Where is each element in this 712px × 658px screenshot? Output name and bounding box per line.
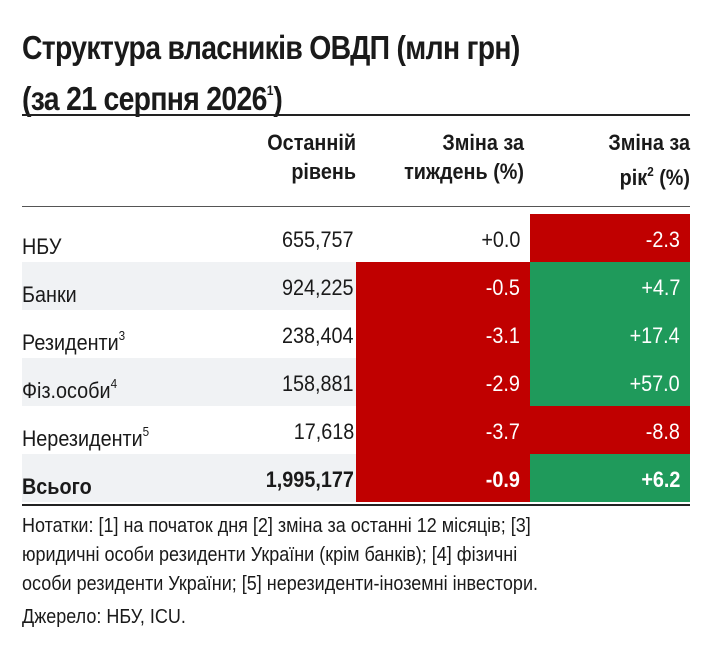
row-label: Резиденти3	[22, 328, 126, 355]
row-level: 158,881	[282, 371, 354, 396]
row-year-change: +17.4	[530, 310, 690, 358]
top-rule	[22, 114, 690, 116]
row-year-change: -8.8	[530, 406, 690, 454]
row-level: 238,404	[282, 323, 354, 348]
row-label: НБУ	[22, 234, 62, 259]
row-week-change: -3.7	[356, 406, 530, 454]
row-level: 655,757	[282, 227, 354, 252]
row-week-change: +0.0	[480, 227, 520, 252]
row-week-change: -3.1	[356, 310, 530, 358]
header-year-change: Зміна за рік2 (%)	[608, 130, 690, 190]
row-year-change: -2.3	[530, 214, 690, 262]
table-row: Нерезиденти5 17,618 -3.7 -8.8	[22, 406, 690, 454]
title-line-2: (за 21 серпня 20261)	[22, 80, 283, 117]
table-row: НБУ 655,757 +0.0 -2.3	[22, 214, 690, 262]
row-level: 924,225	[282, 275, 354, 300]
row-label: Всього	[22, 474, 92, 499]
header-week-change: Зміна за тиждень (%)	[404, 130, 524, 184]
row-week-change: -2.9	[356, 358, 530, 406]
row-label: Нерезиденти5	[22, 424, 150, 451]
table-row: Банки 924,225 -0.5 +4.7	[22, 262, 690, 310]
row-year-change: +57.0	[530, 358, 690, 406]
row-label: Фіз.особи4	[22, 376, 118, 403]
title-line-1: Структура власників ОВДП (млн грн)	[22, 29, 520, 66]
table-row: Резиденти3 238,404 -3.1 +17.4	[22, 310, 690, 358]
row-level: 1,995,177	[265, 467, 354, 492]
title-footnote-ref: 1	[266, 82, 274, 98]
header-rule	[22, 206, 690, 207]
row-week-change: -0.5	[356, 262, 530, 310]
table-row: Фіз.особи4 158,881 -2.9 +57.0	[22, 358, 690, 406]
source-note: Джерело: НБУ, ICU.	[22, 606, 186, 628]
row-year-change: +4.7	[530, 262, 690, 310]
row-level: 17,618	[293, 419, 354, 444]
row-year-change: +6.2	[530, 454, 690, 502]
row-week-change: -0.9	[356, 454, 530, 502]
table-row-total: Всього 1,995,177 -0.9 +6.2	[22, 454, 690, 502]
footnotes: Нотатки: [1] на початок дня [2] зміна за…	[22, 515, 539, 595]
bottom-rule	[22, 504, 690, 506]
header-level: Останній рівень	[267, 130, 356, 184]
page-title: Структура власників ОВДП (млн грн) (за 2…	[22, 26, 598, 120]
row-label: Банки	[22, 282, 77, 307]
